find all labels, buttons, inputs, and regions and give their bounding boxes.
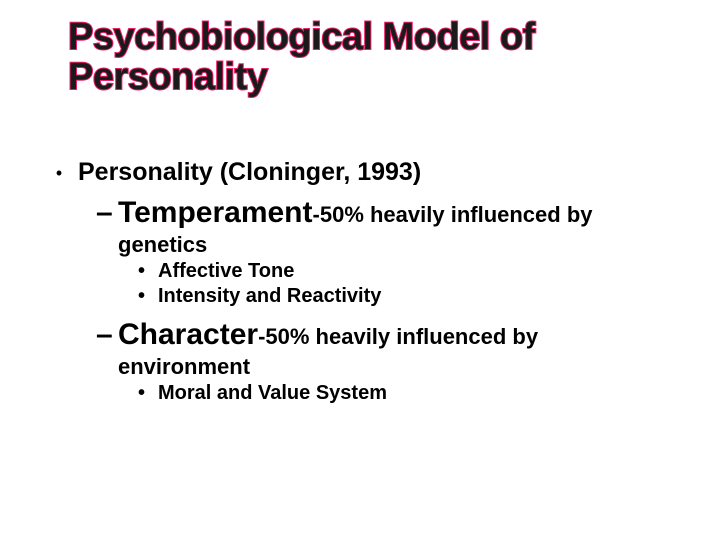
bullet-dot-icon: • xyxy=(138,260,158,283)
character-tail: -50% heavily influenced by xyxy=(258,324,538,349)
character-line: –Character-50% heavily influenced by xyxy=(118,318,690,352)
temperament-sub-1: •Affective Tone xyxy=(158,260,690,283)
slide: Psychobiological Model of Personality Ps… xyxy=(0,0,720,540)
dash-icon: – xyxy=(96,318,118,352)
temperament-tail: -50% heavily influenced by xyxy=(313,202,593,227)
temperament-sub-2: •Intensity and Reactivity xyxy=(158,285,690,308)
slide-title: Psychobiological Model of Personality Ps… xyxy=(68,18,668,99)
sub-text: Affective Tone xyxy=(158,260,294,282)
temperament-line: –Temperament-50% heavily influenced by xyxy=(118,196,690,230)
bullet-level1: • Personality (Cloninger, 1993) xyxy=(40,158,690,188)
bullet-dot-icon: • xyxy=(40,158,78,188)
bullet-dot-icon: • xyxy=(138,285,158,308)
character-sub-1: •Moral and Value System xyxy=(158,382,690,405)
temperament-head: Temperament xyxy=(118,196,313,229)
character-head: Character xyxy=(118,318,258,351)
title-line2-fill: Personality xyxy=(68,56,267,98)
sub-text: Moral and Value System xyxy=(158,382,387,404)
slide-body: • Personality (Cloninger, 1993) –Tempera… xyxy=(40,158,690,405)
temperament-cont: genetics xyxy=(118,232,690,258)
sub-text: Intensity and Reactivity xyxy=(158,285,381,307)
character-cont: environment xyxy=(118,354,690,380)
dash-icon: – xyxy=(96,196,118,230)
bullet-dot-icon: • xyxy=(138,382,158,405)
title-line1-fill: Psychobiological Model of xyxy=(68,16,535,58)
level1-text: Personality (Cloninger, 1993) xyxy=(78,158,421,187)
